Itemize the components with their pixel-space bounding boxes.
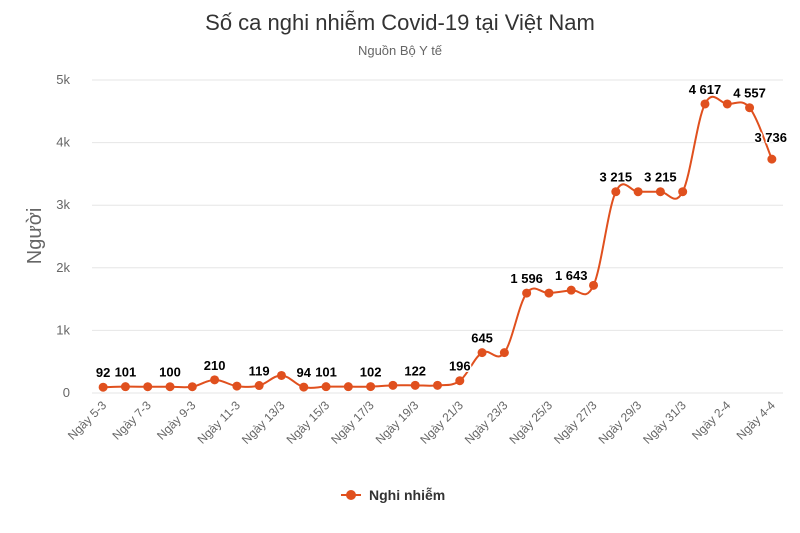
data-point[interactable] xyxy=(410,380,420,390)
data-point[interactable] xyxy=(120,382,130,392)
data-point[interactable] xyxy=(611,187,621,197)
data-label: 196 xyxy=(449,359,471,374)
data-point[interactable] xyxy=(276,370,286,380)
x-tick-label: Ngày 5-3 xyxy=(65,398,110,443)
data-label: 3 215 xyxy=(644,170,677,185)
x-tick-label: Ngày 31/3 xyxy=(640,398,689,447)
chart-title: Số ca nghi nhiễm Covid-19 tại Việt Nam xyxy=(205,10,595,35)
series-line-nghi-nhiem xyxy=(103,95,773,389)
data-point[interactable] xyxy=(388,380,398,390)
data-point[interactable] xyxy=(343,382,353,392)
y-tick-label: 3k xyxy=(56,197,70,212)
data-label: 100 xyxy=(159,365,181,380)
data-point[interactable] xyxy=(566,285,576,295)
x-tick-label: Ngày 29/3 xyxy=(596,398,645,447)
x-tick-label: Ngày 2-4 xyxy=(689,398,734,443)
data-point[interactable] xyxy=(321,382,331,392)
x-tick-label: Ngày 27/3 xyxy=(551,398,600,447)
data-label: 1 596 xyxy=(510,271,543,286)
data-point[interactable] xyxy=(589,280,599,290)
data-point[interactable] xyxy=(254,381,264,391)
grid-lines xyxy=(92,79,783,394)
data-label: 102 xyxy=(360,365,382,380)
data-label: 645 xyxy=(471,331,493,346)
x-tick-label: Ngày 11-3 xyxy=(195,398,244,447)
y-axis-ticks: 0 1k 2k 3k 4k 5k xyxy=(56,72,70,400)
data-point[interactable] xyxy=(722,99,732,109)
data-point[interactable] xyxy=(745,103,755,113)
legend[interactable]: Nghi nhiễm xyxy=(341,487,445,503)
y-tick-label: 4k xyxy=(56,135,70,150)
y-tick-label: 0 xyxy=(63,385,70,400)
data-point[interactable] xyxy=(299,382,309,392)
y-axis-label: Người xyxy=(24,208,46,265)
data-label: 92 xyxy=(96,365,110,380)
x-tick-label: Ngày 23/3 xyxy=(462,398,511,447)
data-point[interactable] xyxy=(98,382,108,392)
data-label: 3 736 xyxy=(754,130,787,145)
data-point[interactable] xyxy=(477,348,487,358)
data-label: 3 215 xyxy=(600,170,633,185)
data-label: 101 xyxy=(315,365,337,380)
data-point[interactable] xyxy=(210,375,220,385)
x-tick-label: Ngày 21/3 xyxy=(417,398,466,447)
legend-marker xyxy=(346,490,356,500)
data-point[interactable] xyxy=(232,381,242,391)
data-label: 94 xyxy=(297,365,312,380)
x-tick-label: Ngày 4-4 xyxy=(734,398,779,443)
chart-subtitle: Nguồn Bộ Y tế xyxy=(358,43,443,58)
data-point[interactable] xyxy=(655,187,665,197)
data-point[interactable] xyxy=(678,187,688,197)
data-point[interactable] xyxy=(499,348,509,358)
data-point[interactable] xyxy=(455,376,465,386)
legend-label[interactable]: Nghi nhiễm xyxy=(369,487,445,503)
y-tick-label: 2k xyxy=(56,260,70,275)
data-label: 119 xyxy=(249,364,270,379)
data-label: 101 xyxy=(115,365,137,380)
x-tick-label: Ngày 25/3 xyxy=(506,398,555,447)
data-label: 4 557 xyxy=(733,86,766,101)
y-tick-label: 5k xyxy=(56,72,70,87)
x-tick-label: Ngày 9-3 xyxy=(154,398,199,443)
data-point[interactable] xyxy=(700,99,710,109)
x-tick-label: Ngày 7-3 xyxy=(110,398,155,443)
data-point[interactable] xyxy=(633,187,643,197)
x-tick-label: Ngày 15/3 xyxy=(284,398,333,447)
x-tick-label: Ngày 17/3 xyxy=(328,398,377,447)
data-point[interactable] xyxy=(767,154,777,164)
x-tick-label: Ngày 13/3 xyxy=(239,398,288,447)
data-point[interactable] xyxy=(165,382,175,392)
data-point[interactable] xyxy=(366,382,376,392)
data-point[interactable] xyxy=(433,380,442,390)
data-point[interactable] xyxy=(544,288,554,298)
x-tick-label: Ngày 19/3 xyxy=(373,398,422,447)
data-label: 1 643 xyxy=(555,268,588,283)
series-group xyxy=(98,95,777,392)
data-point[interactable] xyxy=(522,288,532,298)
data-label: 122 xyxy=(404,363,426,378)
data-point[interactable] xyxy=(187,382,197,392)
data-label: 210 xyxy=(204,358,226,373)
data-point[interactable] xyxy=(143,382,153,392)
data-label: 4 617 xyxy=(689,82,722,97)
y-tick-label: 1k xyxy=(56,322,70,337)
